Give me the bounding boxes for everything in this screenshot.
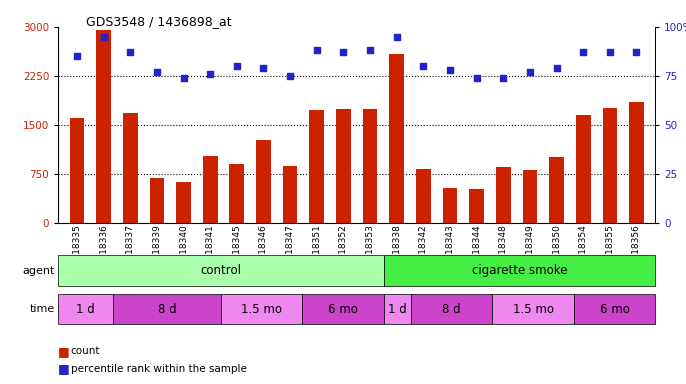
Point: [498, 75, 509, 81]
Point: [631, 49, 642, 55]
Point: [98, 34, 109, 40]
Text: count: count: [71, 346, 100, 356]
Text: time: time: [29, 304, 55, 314]
Point: [204, 71, 215, 77]
Text: 1.5 mo: 1.5 mo: [241, 303, 282, 316]
Point: [391, 34, 402, 40]
Text: agent: agent: [23, 266, 55, 276]
Bar: [363, 109, 377, 223]
Bar: [390, 54, 404, 223]
Bar: [442, 188, 458, 223]
Point: [578, 49, 589, 55]
Bar: [150, 178, 164, 223]
Point: [604, 49, 615, 55]
Text: 6 mo: 6 mo: [600, 303, 629, 316]
Bar: [576, 115, 591, 223]
Text: ■: ■: [58, 345, 70, 358]
Bar: [203, 156, 217, 223]
Bar: [416, 169, 431, 223]
Text: 6 mo: 6 mo: [328, 303, 358, 316]
Bar: [309, 111, 324, 223]
Bar: [230, 164, 244, 223]
Point: [285, 73, 296, 79]
Bar: [469, 189, 484, 223]
Text: ■: ■: [58, 362, 70, 375]
Point: [125, 49, 136, 55]
Text: 1 d: 1 d: [388, 303, 407, 316]
Bar: [283, 166, 298, 223]
Point: [364, 47, 375, 53]
Point: [231, 63, 242, 69]
Bar: [123, 113, 138, 223]
Text: 1 d: 1 d: [76, 303, 95, 316]
Bar: [96, 30, 111, 223]
Text: percentile rank within the sample: percentile rank within the sample: [71, 364, 246, 374]
Point: [551, 65, 562, 71]
Bar: [176, 182, 191, 223]
Text: cigarette smoke: cigarette smoke: [472, 264, 567, 277]
Bar: [523, 170, 537, 223]
Point: [311, 47, 322, 53]
Bar: [70, 118, 84, 223]
Bar: [336, 109, 351, 223]
Point: [178, 75, 189, 81]
Bar: [256, 141, 271, 223]
Bar: [549, 157, 564, 223]
Point: [71, 53, 82, 59]
Point: [338, 49, 349, 55]
Point: [258, 65, 269, 71]
Text: 8 d: 8 d: [442, 303, 461, 316]
Point: [445, 67, 456, 73]
Bar: [602, 108, 617, 223]
Text: GDS3548 / 1436898_at: GDS3548 / 1436898_at: [86, 15, 231, 28]
Bar: [629, 102, 643, 223]
Bar: [496, 167, 510, 223]
Point: [471, 75, 482, 81]
Point: [524, 69, 535, 75]
Text: 1.5 mo: 1.5 mo: [512, 303, 554, 316]
Point: [152, 69, 163, 75]
Text: 8 d: 8 d: [158, 303, 176, 316]
Point: [418, 63, 429, 69]
Text: control: control: [200, 264, 241, 277]
